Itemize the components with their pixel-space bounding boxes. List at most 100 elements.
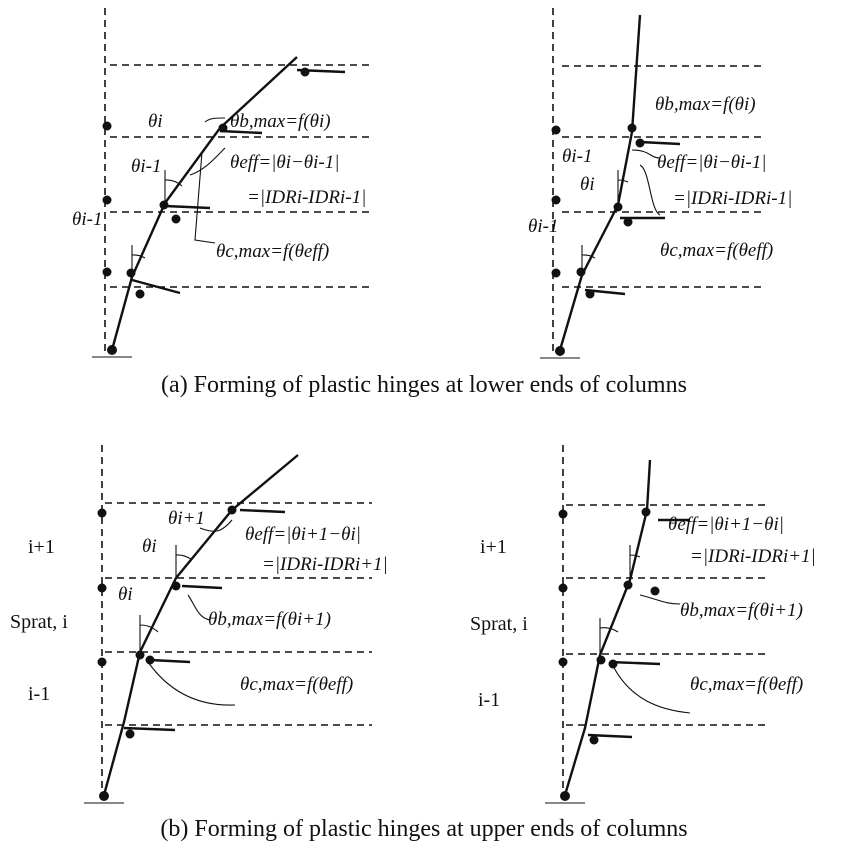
plastic-hinge [145,655,155,665]
plastic-hinge [558,657,568,667]
plastic-hinge [623,580,633,590]
plastic-hinge [102,121,112,131]
beam-stub [639,140,681,146]
leader-line [611,663,691,714]
label-theta-i: θi [142,536,157,557]
plastic-hinge [585,289,595,299]
plastic-hinge [171,214,181,224]
plastic-hinge [97,508,107,518]
plastic-hinge [608,659,618,669]
plastic-hinge [641,507,651,517]
label-idr: =|IDRi-IDRi-1| [247,187,366,208]
deformed-column [102,454,299,796]
label-theta-b-max: θb,max=f(θi+1) [680,600,803,621]
plastic-hinge [623,217,633,227]
plastic-hinge [551,268,561,278]
label-theta-b-max: θb,max=f(θi+1) [208,609,331,630]
plastic-hinge [576,267,586,277]
label-theta-im1: θi-1 [562,146,592,167]
plastic-hinge [627,123,637,133]
plastic-hinge [558,583,568,593]
beam-stub [149,658,191,664]
label-theta-i: θi [148,111,163,132]
rotation-arc [164,170,183,203]
leader-line [204,117,226,123]
rotation-arc [629,545,641,580]
beam-stub [219,129,263,135]
panel-b-right: θeff=|θi+1−θi| =|IDRi-IDRi+1| θb,max=f(θ… [470,445,816,804]
beam-stub [181,584,223,590]
beam-stub [239,508,286,514]
base-hinge [99,791,109,801]
label-theta-b-max: θb,max=f(θi) [230,111,331,132]
label-theta-eff: θeff=|θi−θi-1| [657,152,766,173]
panel-a-right: θi-1 θi θi-1 θb,max=f(θi) θeff=|θi−θi-1|… [528,8,792,359]
story-label-upper: i+1 [480,536,507,558]
label-theta-i: θi [118,584,133,605]
label-theta-b-max: θb,max=f(θi) [655,94,756,115]
plastic-hinge [613,202,623,212]
plastic-hinge [635,138,645,148]
plastic-hinge [135,289,145,299]
label-theta-im1: θi-1 [528,216,558,237]
plastic-hinge [551,125,561,135]
plastic-hinge [227,505,237,515]
plastic-hinge [596,655,606,665]
beam-stub [123,726,176,732]
base-hinge [555,346,565,356]
caption-a: (a) Forming of plastic hinges at lower e… [161,372,687,398]
leader-line [187,594,211,621]
leader-line [194,151,216,244]
label-theta-eff: θeff=|θi+1−θi| [245,524,361,545]
plastic-hinge [135,650,145,660]
base-hinge [107,345,117,355]
story-label-lower: i-1 [28,683,50,705]
label-theta-c-max: θc,max=f(θeff) [216,241,329,262]
caption-b: (b) Forming of plastic hinges at upper e… [160,816,688,842]
rotation-arc [175,545,193,578]
beam-stub [164,204,211,210]
plastic-hinge [558,509,568,519]
rotation-arc [617,170,629,205]
plastic-hinge [650,586,660,596]
leader-line [147,661,236,706]
beam-stub [587,733,633,739]
base-hinge [560,791,570,801]
plastic-hinge [218,123,228,133]
rotation-arc [139,615,159,652]
plastic-hinge [102,267,112,277]
leader-line [631,149,661,159]
plastic-hinge [159,200,169,210]
beam-stub [609,660,661,666]
label-theta-c-max: θc,max=f(θeff) [690,674,803,695]
plastic-hinge [126,268,136,278]
story-label-mid: Sprat, i [470,613,528,635]
beam-stub [131,278,181,295]
plastic-hinge [551,195,561,205]
label-idr: =|IDRi-IDRi+1| [690,546,816,567]
label-theta-i: θi [580,174,595,195]
plastic-hinge [125,729,135,739]
story-label-lower: i-1 [478,689,500,711]
plastic-hinge [171,581,181,591]
plastic-hinge [300,67,310,77]
label-theta-c-max: θc,max=f(θeff) [240,674,353,695]
leader-line [199,519,233,532]
label-idr: =|IDRi-IDRi-1| [673,188,792,209]
story-label-upper: i+1 [28,536,55,558]
plastic-hinge [97,583,107,593]
label-theta-ip1: θi+1 [168,508,205,529]
panel-a-left: θi θi-1 θi-1 θb,max=f(θi) θeff=|θi−θi-1|… [72,8,372,358]
label-theta-im1: θi-1 [131,156,161,177]
plastic-hinge [589,735,599,745]
label-theta-eff: θeff=|θi+1−θi| [668,514,784,535]
plastic-hinge [97,657,107,667]
plastic-hinge [102,195,112,205]
deformed-column [563,459,652,796]
label-idr: =|IDRi-IDRi+1| [262,554,388,575]
leader-line [639,594,681,605]
leader-line [189,147,226,176]
story-label-mid: Sprat, i [10,611,68,633]
label-theta-eff: θeff=|θi−θi-1| [230,152,339,173]
